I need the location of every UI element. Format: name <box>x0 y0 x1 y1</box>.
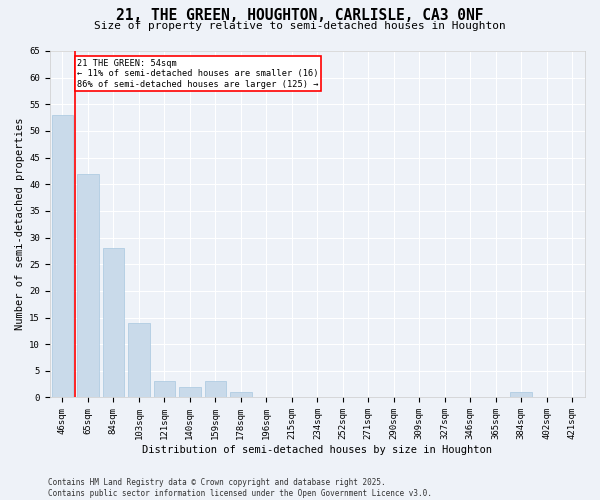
Text: 21, THE GREEN, HOUGHTON, CARLISLE, CA3 0NF: 21, THE GREEN, HOUGHTON, CARLISLE, CA3 0… <box>116 8 484 22</box>
Text: 21 THE GREEN: 54sqm
← 11% of semi-detached houses are smaller (16)
86% of semi-d: 21 THE GREEN: 54sqm ← 11% of semi-detach… <box>77 59 319 89</box>
Bar <box>179 387 200 398</box>
Text: Size of property relative to semi-detached houses in Houghton: Size of property relative to semi-detach… <box>94 21 506 31</box>
X-axis label: Distribution of semi-detached houses by size in Houghton: Distribution of semi-detached houses by … <box>142 445 493 455</box>
Bar <box>103 248 124 398</box>
Bar <box>77 174 99 398</box>
Text: Contains HM Land Registry data © Crown copyright and database right 2025.
Contai: Contains HM Land Registry data © Crown c… <box>48 478 432 498</box>
Bar <box>511 392 532 398</box>
Bar <box>128 323 150 398</box>
Bar <box>230 392 251 398</box>
Y-axis label: Number of semi-detached properties: Number of semi-detached properties <box>15 118 25 330</box>
Bar <box>205 382 226 398</box>
Bar <box>52 115 73 398</box>
Bar <box>154 382 175 398</box>
